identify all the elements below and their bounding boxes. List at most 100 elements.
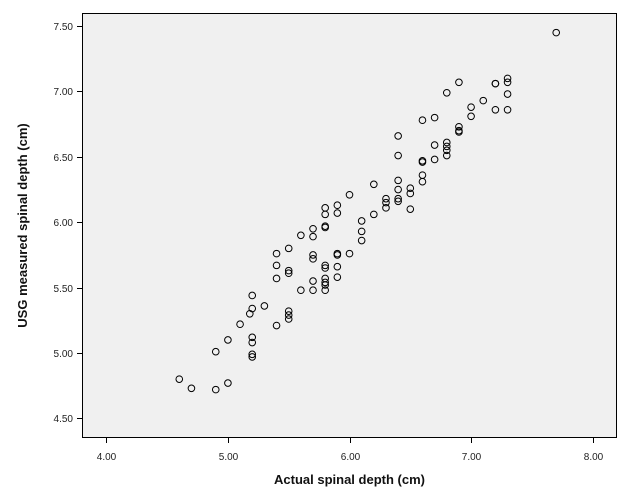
data-point bbox=[309, 251, 317, 259]
data-point bbox=[333, 262, 342, 271]
data-point bbox=[418, 177, 427, 186]
data-point bbox=[503, 74, 512, 83]
data-point bbox=[272, 249, 281, 258]
data-point bbox=[321, 210, 329, 219]
axis-ticks bbox=[77, 26, 594, 443]
y-tick-label: 6.00 bbox=[54, 218, 74, 229]
data-point bbox=[503, 105, 512, 114]
data-point bbox=[321, 261, 329, 270]
data-point bbox=[248, 353, 257, 361]
data-point bbox=[357, 217, 366, 225]
data-point bbox=[175, 375, 184, 383]
data-point bbox=[248, 338, 257, 347]
data-point bbox=[248, 350, 257, 359]
data-point bbox=[406, 189, 415, 198]
data-point bbox=[442, 151, 451, 160]
data-point bbox=[224, 379, 232, 387]
data-point bbox=[430, 113, 439, 122]
data-point bbox=[430, 141, 439, 149]
data-point bbox=[491, 79, 500, 88]
y-tick-labels: 4.50 5.00 5.50 6.00 6.50 7.00 7.50 bbox=[54, 22, 74, 425]
data-point bbox=[333, 251, 342, 259]
data-point bbox=[284, 269, 293, 278]
data-point bbox=[333, 273, 342, 281]
data-point bbox=[284, 315, 293, 323]
data-point bbox=[418, 116, 427, 125]
data-point bbox=[503, 78, 512, 87]
data-point bbox=[236, 320, 244, 329]
data-point bbox=[272, 261, 281, 270]
data-point bbox=[394, 151, 402, 160]
data-point bbox=[406, 205, 415, 213]
data-point bbox=[297, 231, 305, 240]
x-tick-label: 7.00 bbox=[462, 452, 482, 463]
data-point bbox=[297, 286, 305, 295]
data-point bbox=[406, 184, 415, 193]
data-point bbox=[321, 223, 329, 232]
data-point bbox=[357, 236, 366, 245]
data-point bbox=[248, 291, 257, 300]
data-point bbox=[284, 307, 293, 315]
data-point bbox=[455, 128, 463, 136]
data-point bbox=[455, 78, 463, 87]
data-point bbox=[211, 347, 220, 356]
data-point bbox=[187, 384, 196, 393]
data-point bbox=[284, 311, 293, 319]
data-point bbox=[394, 197, 402, 206]
data-point bbox=[479, 96, 488, 105]
data-point bbox=[491, 105, 500, 114]
data-point bbox=[382, 194, 390, 203]
x-tick-label: 4.00 bbox=[97, 452, 117, 463]
data-point bbox=[224, 336, 232, 344]
data-point bbox=[309, 286, 317, 295]
data-points bbox=[175, 28, 561, 394]
data-point bbox=[467, 112, 475, 121]
data-point bbox=[394, 194, 402, 203]
data-point bbox=[309, 277, 317, 285]
data-point bbox=[552, 28, 561, 37]
data-point bbox=[272, 321, 281, 330]
data-point bbox=[394, 185, 402, 194]
x-axis-title: Actual spinal depth (cm) bbox=[274, 472, 425, 487]
data-point bbox=[321, 278, 329, 287]
data-point bbox=[442, 146, 451, 155]
x-tick-label: 8.00 bbox=[584, 452, 604, 463]
data-point bbox=[321, 281, 329, 289]
data-point bbox=[333, 209, 342, 217]
x-tick-label: 5.00 bbox=[219, 452, 239, 463]
y-tick-label: 4.50 bbox=[54, 414, 74, 425]
data-point bbox=[382, 204, 390, 212]
data-point bbox=[321, 264, 329, 272]
data-point bbox=[467, 103, 475, 111]
data-point bbox=[284, 266, 293, 275]
data-point bbox=[455, 122, 463, 131]
data-point bbox=[260, 302, 269, 310]
data-point bbox=[442, 88, 451, 97]
data-point bbox=[442, 142, 451, 151]
plot-area bbox=[82, 13, 617, 438]
data-point bbox=[418, 158, 427, 166]
data-point bbox=[370, 180, 378, 189]
data-point bbox=[321, 286, 329, 295]
data-point bbox=[345, 190, 354, 199]
plot-frame bbox=[82, 13, 617, 438]
data-point bbox=[245, 309, 254, 318]
data-point bbox=[357, 227, 366, 236]
data-point bbox=[309, 224, 317, 233]
y-tick-label: 5.50 bbox=[54, 284, 74, 295]
data-point bbox=[309, 255, 317, 263]
data-point bbox=[333, 201, 342, 210]
y-tick-label: 7.50 bbox=[54, 22, 74, 33]
y-tick-label: 7.00 bbox=[54, 87, 74, 98]
y-axis-title: USG measured spinal depth (cm) bbox=[15, 123, 30, 327]
y-tick-label: 6.50 bbox=[54, 153, 74, 164]
data-point bbox=[309, 232, 317, 241]
data-point bbox=[284, 244, 293, 253]
data-point bbox=[272, 274, 281, 283]
data-point bbox=[382, 198, 390, 207]
data-point bbox=[442, 138, 451, 147]
data-point bbox=[211, 385, 220, 394]
data-point bbox=[370, 210, 378, 219]
x-tick-label: 6.00 bbox=[341, 452, 361, 463]
